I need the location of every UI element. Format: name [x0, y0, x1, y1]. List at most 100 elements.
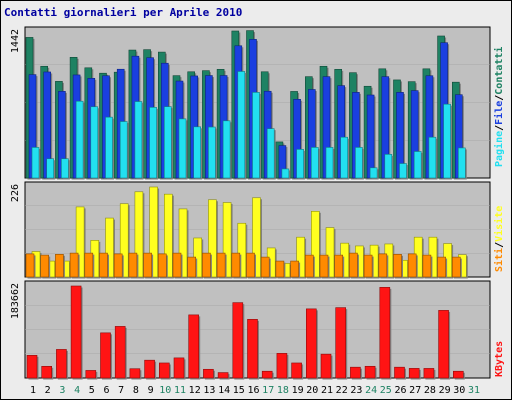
bar-pagine — [310, 147, 320, 180]
bar-kbytes — [232, 302, 245, 380]
bar-visite — [222, 202, 233, 279]
bar-face — [90, 106, 99, 179]
bar-pagine — [31, 147, 41, 180]
bar-face — [319, 254, 329, 278]
bar-kbytes — [56, 349, 68, 380]
series-legend: Siti/Visite — [493, 206, 505, 272]
bar-siti — [172, 252, 183, 279]
bar-face — [222, 202, 232, 278]
bar-siti — [393, 254, 403, 279]
bar-face — [134, 101, 143, 179]
x-tick-label: 7 — [118, 385, 124, 396]
x-tick-label: 10 — [159, 385, 171, 396]
bar-face — [55, 254, 64, 278]
x-tick-label: 9 — [148, 385, 154, 396]
bar-siti — [99, 252, 109, 279]
bar-kbytes — [452, 370, 465, 380]
bar-pagine — [75, 100, 85, 180]
bar-siti — [158, 253, 168, 279]
bar-siti — [304, 254, 315, 279]
bar-face — [437, 256, 446, 278]
x-tick-label: 18 — [277, 385, 289, 396]
bar-visite — [105, 217, 115, 279]
bar-face — [350, 366, 361, 379]
bar-face — [149, 186, 158, 278]
bar-siti — [437, 256, 448, 279]
bar-face — [260, 256, 270, 278]
bar-siti — [349, 252, 359, 279]
bar-face — [246, 252, 255, 278]
bar-face — [237, 222, 247, 278]
bar-face — [237, 71, 246, 179]
bar-siti — [378, 253, 389, 279]
bar-kbytes — [247, 319, 259, 380]
bar-face — [291, 362, 302, 379]
bar-face — [275, 260, 285, 278]
bar-face — [105, 116, 113, 179]
bar-kbytes — [173, 357, 186, 380]
bar-pagine — [296, 149, 306, 180]
x-tick-label: 14 — [218, 385, 230, 396]
bar-siti — [25, 253, 36, 279]
bar-face — [85, 370, 97, 379]
bar-face — [144, 359, 155, 379]
bar-visite — [75, 206, 86, 279]
x-tick-label: 8 — [133, 385, 139, 396]
x-tick-label: 15 — [233, 385, 245, 396]
x-tick-label: 17 — [262, 385, 274, 396]
x-tick-label: 4 — [74, 385, 80, 396]
x-tick-label: 2 — [45, 385, 51, 396]
bar-face — [369, 167, 378, 179]
bar-pagine — [134, 101, 144, 180]
bar-kbytes — [203, 368, 215, 380]
bar-face — [296, 236, 305, 278]
bar-kbytes — [394, 366, 406, 380]
bar-face — [349, 252, 358, 278]
bar-face — [438, 310, 449, 379]
bar-visite — [237, 222, 248, 279]
bar-face — [407, 253, 417, 278]
x-tick-label: 16 — [247, 385, 259, 396]
bar-pagine — [340, 136, 350, 180]
bar-face — [276, 353, 288, 379]
legend-item: Siti — [493, 248, 505, 272]
bar-face — [428, 136, 437, 179]
y-max-label: 183662 — [10, 283, 21, 319]
bar-face — [252, 92, 260, 179]
x-tick-label: 19 — [292, 385, 304, 396]
bar-face — [173, 357, 185, 379]
x-tick-label: 28 — [424, 385, 436, 396]
bar-visite — [149, 186, 160, 279]
x-tick-label: 11 — [174, 385, 186, 396]
bar-siti — [187, 256, 198, 279]
bar-face — [188, 314, 199, 379]
bar-pagine — [428, 136, 438, 180]
bar-face — [366, 94, 375, 179]
bar-siti — [363, 254, 374, 279]
bar-face — [452, 370, 464, 379]
bar-visite — [310, 210, 321, 279]
bar-kbytes — [261, 370, 274, 380]
bar-face — [46, 158, 55, 179]
bar-face — [266, 128, 275, 179]
bar-siti — [69, 252, 80, 279]
x-tick-label: 25 — [380, 385, 392, 396]
legend-item: / — [494, 125, 505, 131]
x-tick-label: 22 — [336, 385, 348, 396]
bar-kbytes — [438, 310, 451, 380]
bar-visite — [178, 208, 189, 279]
bar-siti — [422, 254, 433, 279]
bar-face — [231, 252, 241, 278]
bar-face — [187, 256, 196, 278]
legend-item: / — [494, 95, 505, 101]
bar-kbytes — [276, 353, 289, 380]
bar-face — [296, 149, 304, 179]
bar-face — [378, 253, 388, 278]
y-max-label: 226 — [10, 184, 21, 202]
bar-kbytes — [26, 355, 39, 380]
bar-siti — [260, 256, 271, 279]
bar-kbytes — [188, 314, 201, 380]
bar-pagine — [325, 147, 335, 180]
bar-pagine — [105, 116, 114, 180]
